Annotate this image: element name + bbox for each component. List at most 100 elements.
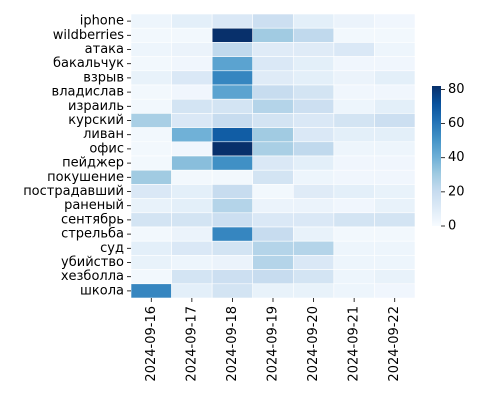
heatmap-cell (292, 212, 335, 228)
heatmap-cell (333, 13, 375, 29)
heatmap-cell (333, 70, 375, 86)
y-tick-label: стрельба (61, 227, 124, 242)
heatmap-cell (171, 240, 213, 256)
heatmap-cell (171, 226, 213, 242)
heatmap-cell (171, 198, 213, 214)
heatmap-cell (130, 155, 172, 171)
heatmap-cell (292, 283, 335, 299)
y-tick-label: атака (85, 42, 124, 57)
heatmap-cell (292, 127, 335, 143)
x-tick-label: 2024-09-22 (387, 306, 402, 382)
heatmap-cell (171, 283, 213, 299)
heatmap-cell (171, 255, 213, 270)
heatmap-cell (130, 113, 172, 128)
heatmap-cell (171, 169, 213, 185)
heatmap-cell (130, 42, 172, 57)
heatmap-cell (211, 198, 254, 214)
heatmap-cell (292, 84, 335, 100)
heatmap-cell (171, 212, 213, 228)
heatmap-cell (374, 269, 416, 285)
heatmap-cell (171, 70, 213, 86)
y-tick-label: покушение (47, 170, 124, 185)
heatmap-cell (374, 27, 416, 43)
heatmap-cell (333, 127, 375, 143)
y-tick-label: iphone (80, 14, 124, 29)
heatmap-cell (211, 141, 254, 157)
heatmap-cell (252, 70, 294, 86)
heatmap-cell (374, 84, 416, 100)
heatmap-cell (374, 42, 416, 57)
y-tick-label: пейджер (62, 156, 124, 171)
heatmap-cell (171, 27, 213, 43)
heatmap-cell (292, 56, 335, 72)
heatmap-cell (252, 56, 294, 72)
heatmap-cell (211, 13, 254, 29)
x-tick-label: 2024-09-21 (347, 306, 362, 382)
heatmap-cell (292, 226, 335, 242)
heatmap-cell (374, 255, 416, 270)
colorbar-tick-label: 80 (448, 82, 465, 97)
heatmap-cell (292, 269, 335, 285)
y-tick-label: суд (100, 241, 124, 256)
heatmap-cell (211, 226, 254, 242)
heatmap-cell (252, 169, 294, 185)
heatmap-cell (252, 226, 294, 242)
heatmap-cell (171, 127, 213, 143)
heatmap-cell (211, 155, 254, 171)
heatmap-cell (374, 155, 416, 171)
y-tick-label: офис (89, 141, 124, 156)
y-axis-labels: iphonewildberriesатакабакальчуквзрыввлад… (23, 14, 131, 298)
heatmap-cell (130, 283, 172, 299)
heatmap-cell (252, 13, 294, 29)
heatmap-cell (130, 169, 172, 185)
heatmap-cell (333, 269, 375, 285)
heatmap-cell (130, 127, 172, 143)
heatmap-cell (292, 141, 335, 157)
x-axis-labels: 2024-09-16 2024-09-17 2024-09-18 2024-09-19… (144, 298, 402, 382)
heatmap-cell (292, 13, 335, 29)
heatmap-cell (374, 70, 416, 86)
heatmap-cell (211, 169, 254, 185)
heatmap-cell (252, 255, 294, 270)
heatmap-cell (211, 98, 254, 114)
colorbar-tick-label: 20 (448, 184, 465, 199)
heatmap-cell (211, 56, 254, 72)
heatmap-cell (211, 255, 254, 270)
x-tick-label: 2024-09-16 (144, 306, 159, 382)
heatmap-cell (333, 42, 375, 57)
heatmap-cell (292, 113, 335, 128)
heatmap-cell (333, 212, 375, 228)
x-tick-label: 2024-09-20 (306, 306, 321, 382)
heatmap-cell (130, 84, 172, 100)
heatmap-cell (211, 113, 254, 128)
heatmap-cell (252, 269, 294, 285)
heatmap-cell (211, 27, 254, 43)
heatmap-cell (374, 198, 416, 214)
heatmap-cell (252, 113, 294, 128)
heatmap-cell (130, 141, 172, 157)
y-tick-label: бакальчук (53, 56, 124, 71)
heatmap-cell (211, 240, 254, 256)
x-tick-label: 2024-09-17 (184, 306, 199, 382)
heatmap-cell (333, 169, 375, 185)
y-tick-label: убийство (61, 255, 124, 270)
heatmap-cell (252, 98, 294, 114)
heatmap-cell (171, 56, 213, 72)
heatmap-cell (333, 226, 375, 242)
heatmap-cell (130, 184, 172, 199)
heatmap-cell (130, 70, 172, 86)
heatmap-cell (252, 155, 294, 171)
heatmap-cell (130, 27, 172, 43)
heatmap-cell (333, 141, 375, 157)
heatmap-cell (333, 98, 375, 114)
heatmap-cell (130, 13, 172, 29)
heatmap-cell (374, 127, 416, 143)
heatmap-cell (252, 283, 294, 299)
heatmap-cell (130, 255, 172, 270)
heatmap-cell (292, 169, 335, 185)
heatmap-cell (333, 255, 375, 270)
heatmap-cell (130, 98, 172, 114)
heatmap-cell (171, 113, 213, 128)
heatmap-cell (252, 84, 294, 100)
